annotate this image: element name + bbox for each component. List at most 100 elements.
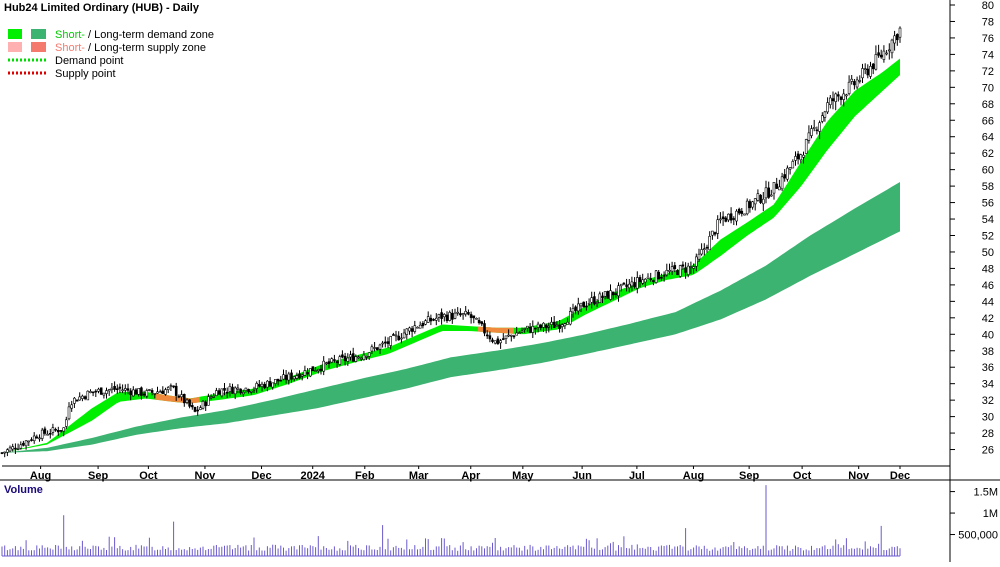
- candle-body: [858, 80, 862, 82]
- candle-body: [207, 396, 210, 406]
- candle-body: [156, 391, 159, 394]
- candle-body: [89, 391, 92, 393]
- price-axis: 26 28 30 32 34 36 38 40 42 44 46 48 50 52 54 56 58 60 62 64…: [950, 0, 994, 457]
- candle-body: [325, 362, 328, 364]
- date-tick-label: Sep: [739, 470, 759, 482]
- candle-body: [619, 283, 623, 287]
- candle-body: [405, 328, 409, 335]
- date-tick-label: Sep: [88, 470, 108, 482]
- candle-body: [665, 269, 669, 276]
- candle-body: [91, 391, 95, 394]
- candle-body: [434, 317, 438, 321]
- candle-body: [400, 337, 403, 340]
- candle-body: [62, 427, 66, 432]
- candle-body: [657, 271, 661, 280]
- candle-body: [571, 308, 575, 313]
- candle-body: [381, 342, 384, 345]
- candle-body: [480, 321, 484, 325]
- candle-body: [603, 291, 607, 297]
- candle-body: [199, 407, 202, 410]
- candle-body: [450, 312, 454, 320]
- candle-body: [290, 372, 293, 380]
- price-tick-label: 66: [982, 115, 994, 127]
- candle-body: [30, 439, 33, 441]
- candle-body: [694, 256, 698, 267]
- candle-body: [287, 373, 291, 381]
- candle-body: [223, 387, 226, 391]
- candle-body: [81, 395, 84, 399]
- legend-supply-zone: Short- / Long-term supply zone: [55, 42, 206, 54]
- candle-body: [316, 369, 320, 371]
- candle-body: [24, 440, 28, 447]
- candle-body: [239, 388, 242, 394]
- candle-body: [786, 167, 789, 180]
- candle-body: [107, 389, 111, 392]
- price-tick-label: 32: [982, 395, 994, 407]
- price-tick-label: 68: [982, 99, 994, 111]
- candle-body: [869, 66, 872, 77]
- candle-body: [740, 210, 744, 214]
- candle-body: [472, 315, 476, 319]
- date-tick-label: Nov: [195, 470, 217, 482]
- candle-body: [633, 282, 636, 288]
- candle-body: [660, 276, 663, 279]
- candle-body: [378, 344, 382, 350]
- candle-body: [611, 291, 615, 296]
- candle-body: [177, 395, 181, 398]
- candle-body: [121, 389, 124, 392]
- candle-body: [866, 68, 870, 76]
- candle-body: [22, 442, 25, 446]
- legend: Short- / Long-term demand zone Short- / …: [8, 29, 214, 80]
- candle-body: [373, 347, 376, 349]
- candle-body: [834, 93, 838, 102]
- candle-body: [788, 167, 792, 170]
- candle-body: [684, 267, 687, 273]
- candle-body: [874, 54, 878, 70]
- candle-body: [8, 447, 12, 452]
- candle-body: [641, 279, 645, 284]
- price-tick-label: 76: [982, 33, 994, 45]
- candle-body: [820, 115, 824, 122]
- candle-body: [298, 373, 301, 379]
- candle-body: [646, 276, 650, 279]
- candle-body: [161, 390, 165, 394]
- candle-body: [467, 311, 470, 315]
- date-tick-label: Aug: [683, 470, 704, 482]
- candle-body: [416, 326, 419, 329]
- candle-body: [585, 305, 588, 308]
- candle-body: [850, 78, 854, 82]
- candle-body: [483, 323, 486, 334]
- candle-body: [397, 335, 401, 341]
- candle-body: [260, 383, 264, 387]
- candle-body: [46, 433, 49, 436]
- candle-body: [668, 269, 671, 272]
- candle-body: [284, 374, 288, 381]
- candle-body: [488, 335, 492, 340]
- candle-body: [193, 406, 197, 412]
- short-demand-swatch: [8, 29, 22, 39]
- candle-body: [408, 327, 411, 332]
- candle-body: [528, 326, 532, 333]
- candle-body: [799, 154, 803, 161]
- candle-body: [137, 387, 140, 395]
- candle-body: [839, 96, 843, 100]
- candle-body: [16, 448, 20, 450]
- candle-body: [780, 176, 784, 190]
- candle-body: [681, 264, 685, 267]
- candle-body: [201, 400, 205, 409]
- candle-body: [748, 201, 752, 209]
- candle-body: [86, 390, 90, 401]
- candle-body: [386, 341, 390, 344]
- candle-body: [550, 321, 553, 325]
- date-tick-label: Oct: [793, 470, 812, 482]
- candle-body: [48, 432, 52, 435]
- candle-body: [282, 374, 285, 380]
- candle-body: [499, 340, 502, 344]
- candle-body: [547, 325, 551, 328]
- candle-body: [496, 338, 500, 345]
- price-tick-label: 26: [982, 445, 994, 457]
- candle-body: [702, 248, 706, 250]
- legend-supply-point: Supply point: [55, 68, 116, 80]
- candle-body: [574, 306, 577, 311]
- candle-body: [767, 187, 771, 198]
